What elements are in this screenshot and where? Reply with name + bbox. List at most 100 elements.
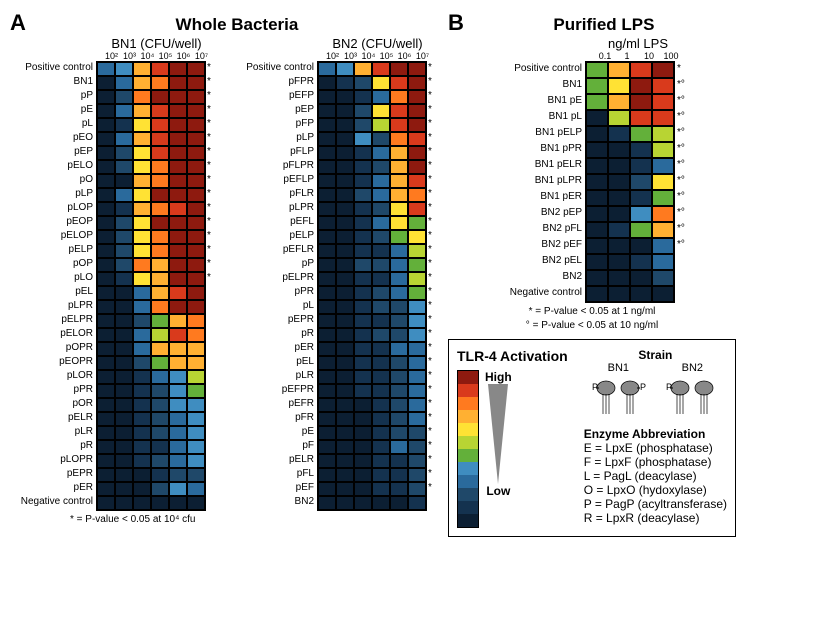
color-swatch [457, 449, 479, 462]
heatmap-cell [115, 342, 133, 356]
heatmap-cell [115, 496, 133, 510]
heatmap-cell [586, 206, 608, 222]
heatmap-cell [151, 342, 169, 356]
heatmap-cell [354, 272, 372, 286]
heatmap-cell [133, 272, 151, 286]
heatmap-cell [372, 62, 390, 76]
heatmap-cell [408, 356, 426, 370]
heatmap-cell [318, 230, 336, 244]
row-label: pLOR [10, 369, 96, 383]
significance-marker: * [206, 243, 217, 257]
heatmap-cell [608, 270, 630, 286]
legend-low: Low [486, 484, 510, 498]
heatmap-cell [372, 412, 390, 426]
heatmap-cell [608, 238, 630, 254]
row-label: Positive control [10, 61, 96, 75]
significance-marker: * [427, 257, 438, 271]
heatmap-cell [354, 244, 372, 258]
heatmap-cell [408, 482, 426, 496]
heatmap-cell [630, 238, 652, 254]
heatmap-cell [133, 132, 151, 146]
significance-marker: * [206, 145, 217, 159]
heatmap-cell [169, 202, 187, 216]
panel-a-footnote: * = P-value < 0.05 at 10⁴ cfu [10, 514, 438, 525]
significance-marker: * [206, 201, 217, 215]
heatmap-cell [151, 160, 169, 174]
heatmap-cell [115, 398, 133, 412]
heatmap-cell [372, 272, 390, 286]
heatmap-cell [354, 314, 372, 328]
row-label: pLO [10, 271, 96, 285]
heatmap-cell [408, 188, 426, 202]
heatmap-cell [133, 328, 151, 342]
heatmap-cell [586, 142, 608, 158]
color-swatch [457, 462, 479, 475]
heatmap-cell [151, 188, 169, 202]
row-label: BN2 pEL [493, 253, 585, 269]
significance-marker: * [427, 89, 438, 103]
heatmap-cell [608, 94, 630, 110]
heatmap-cell [408, 272, 426, 286]
panel-b-label: B [448, 10, 464, 36]
heatmap-cell [151, 104, 169, 118]
heatmap-cell [97, 468, 115, 482]
row-label: pEFLP [231, 173, 317, 187]
panel-b-footnote2: ° = P-value < 0.05 at 10 ng/ml [526, 320, 658, 331]
heatmap-cell [354, 482, 372, 496]
heatmap-cell [133, 258, 151, 272]
heatmap-cell [608, 62, 630, 78]
heatmap-cell [408, 398, 426, 412]
row-label: pFLP [231, 145, 317, 159]
significance-marker: *° [675, 141, 691, 157]
heatmap-cell [115, 202, 133, 216]
heatmap-cell [372, 328, 390, 342]
heatmap-cell [169, 314, 187, 328]
heatmap-cell [608, 110, 630, 126]
row-label: BN2 pEP [493, 205, 585, 221]
heatmap-cell [630, 174, 652, 190]
row-label: pELOR [10, 327, 96, 341]
heatmap-cell [97, 370, 115, 384]
heatmap-cell [187, 118, 205, 132]
heatmap-cell [169, 104, 187, 118]
heatmap-cell [652, 126, 674, 142]
heatmap-cell [115, 104, 133, 118]
significance-marker: * [206, 229, 217, 243]
heatmap-cell [336, 454, 354, 468]
heatmap-cell [354, 76, 372, 90]
row-label: pEOPR [10, 355, 96, 369]
heatmap-cell [97, 244, 115, 258]
heatmap-cell [318, 174, 336, 188]
heatmap-cell [336, 496, 354, 510]
heatmap-cell [115, 328, 133, 342]
heatmap-cell [652, 222, 674, 238]
heatmap-cell [318, 118, 336, 132]
heatmap-cell [372, 398, 390, 412]
row-label: pR [231, 327, 317, 341]
row-label: pPR [231, 285, 317, 299]
significance-marker: * [206, 103, 217, 117]
heatmap-cell [318, 370, 336, 384]
row-label: BN1 pER [493, 189, 585, 205]
heatmap-cell [586, 78, 608, 94]
heatmap-cell [390, 216, 408, 230]
significance-marker: * [427, 369, 438, 383]
significance-marker: * [427, 187, 438, 201]
row-label: pELP [231, 229, 317, 243]
heatmap-cell [354, 62, 372, 76]
row-label: pOPR [10, 341, 96, 355]
heatmap-cell [115, 426, 133, 440]
heatmap-cell [336, 482, 354, 496]
heatmap-cell [372, 258, 390, 272]
heatmap-cell [354, 188, 372, 202]
heatmap-cell [390, 202, 408, 216]
row-label: pELR [231, 453, 317, 467]
heatmap-cell [115, 314, 133, 328]
heatmap-cell [97, 314, 115, 328]
heatmap-cell [187, 104, 205, 118]
enzyme-line: L = PagL (deacylase) [584, 469, 727, 483]
heatmap-cell [115, 482, 133, 496]
row-label: pLP [231, 131, 317, 145]
heatmap-cell [408, 174, 426, 188]
color-swatch [457, 370, 479, 384]
